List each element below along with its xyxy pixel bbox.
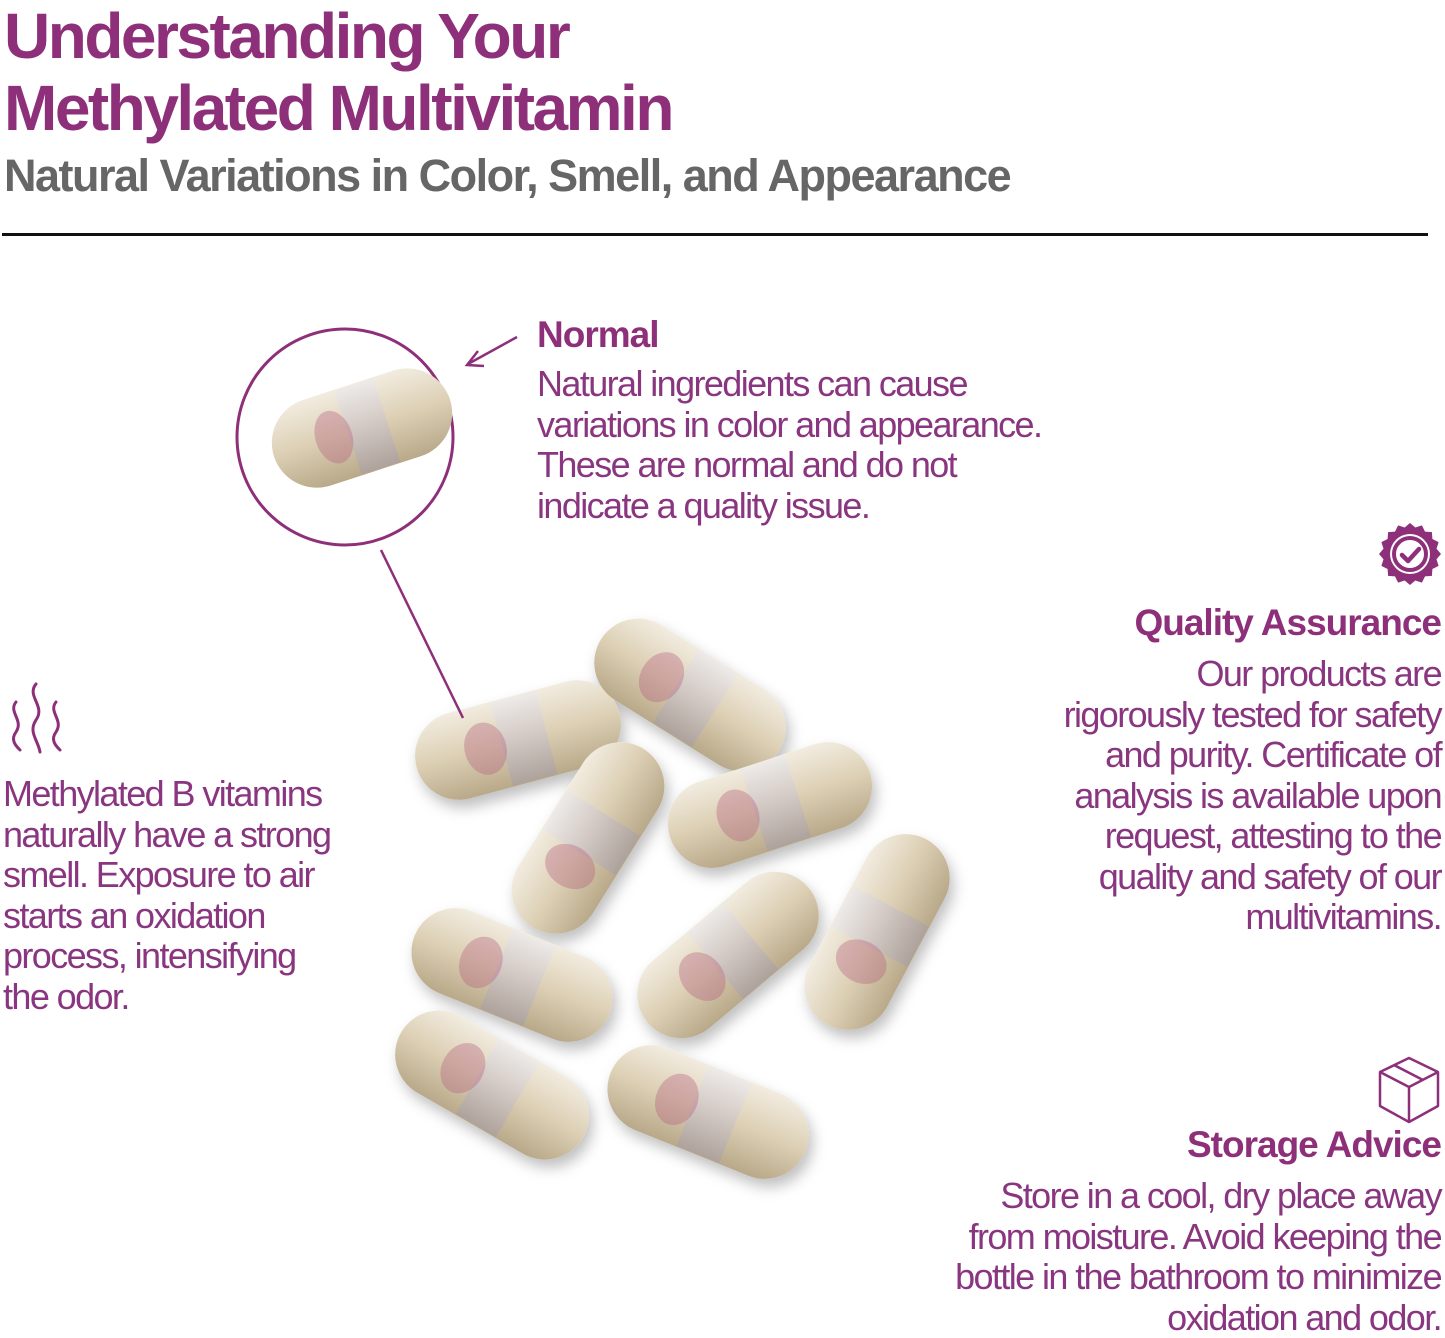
capsule — [637, 871, 819, 1039]
normal-section: Normal Natural ingredients can cause var… — [537, 314, 1043, 526]
divider — [2, 233, 1428, 236]
zoom-connector-line — [379, 549, 465, 719]
capsule — [511, 742, 665, 934]
capsule — [667, 742, 873, 868]
arrow-icon — [464, 335, 518, 368]
box-icon — [1378, 1056, 1440, 1124]
capsule — [271, 368, 453, 488]
capsule — [411, 908, 613, 1042]
page-title: Understanding Your Methylated Multivitam… — [4, 0, 674, 144]
capsule — [804, 834, 950, 1030]
smell-waves-icon — [12, 682, 62, 754]
capsule — [415, 680, 621, 800]
capsule — [607, 1045, 809, 1179]
badge-check-icon — [1379, 523, 1441, 585]
quality-heading: Quality Assurance — [1134, 602, 1442, 643]
capsule — [594, 618, 786, 772]
capsule — [395, 1010, 589, 1160]
quality-section: Quality Assurance Our products are rigor… — [741, 602, 1443, 938]
page-subtitle: Natural Variations in Color, Smell, and … — [4, 150, 1012, 201]
storage-heading: Storage Advice — [1187, 1124, 1442, 1165]
smell-section: Methylated B vitamins naturally have a s… — [3, 773, 332, 1017]
storage-section: Storage Advice Store in a cool, dry plac… — [741, 1124, 1442, 1338]
normal-heading: Normal — [537, 314, 659, 355]
